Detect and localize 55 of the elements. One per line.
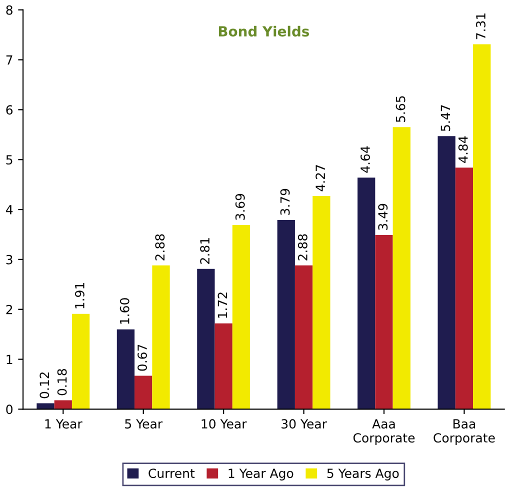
bar	[438, 136, 456, 410]
data-label: 4.64	[360, 146, 370, 173]
x-tick-label: 5 Year	[125, 419, 163, 429]
y-tick-label: 4	[6, 205, 13, 214]
legend-label: Current	[148, 468, 195, 478]
data-label: 2.88	[155, 234, 165, 260]
data-label: 1.72	[218, 292, 228, 318]
data-label: 2.88	[298, 234, 308, 260]
bar	[232, 225, 250, 410]
data-label: 2.81	[200, 238, 210, 264]
bar	[277, 220, 295, 410]
data-label: 4.27	[316, 165, 325, 192]
bar	[54, 400, 72, 410]
y-tick-label: 0	[6, 404, 12, 414]
bar	[473, 44, 491, 410]
bar	[358, 178, 376, 410]
y-tick-label: 8	[6, 5, 12, 15]
data-label: 0.12	[40, 372, 50, 398]
data-label: 7.31	[476, 13, 486, 40]
bar	[214, 323, 232, 410]
bar	[375, 234, 393, 410]
y-tick-label: 5	[6, 155, 12, 165]
legend-label: 5 Years Ago	[327, 468, 399, 480]
y-tick-label: 1	[6, 354, 12, 364]
data-label: 0.18	[57, 369, 67, 396]
data-label: 5.47	[440, 105, 450, 132]
x-tick-label: 1 Year	[45, 419, 82, 429]
bar	[392, 127, 410, 410]
data-label: 3.69	[235, 194, 245, 220]
x-tick-label: 10 Year	[202, 419, 247, 429]
bar	[455, 168, 474, 410]
x-tick-label: Aaa Corporate	[353, 419, 415, 446]
text: Bond Yields	[218, 26, 310, 37]
y-tick-label: 3	[6, 254, 12, 264]
data-label: 0.67	[138, 344, 147, 371]
bar	[116, 329, 135, 410]
y-tick-label: 2	[6, 304, 12, 314]
bar	[294, 265, 313, 410]
data-label: 3.49	[378, 204, 388, 230]
bar	[36, 403, 54, 410]
x-tick-label: Baa Corporate	[434, 419, 495, 446]
data-label: 5.65	[396, 96, 406, 122]
bar	[312, 196, 330, 410]
data-label: 4.84	[458, 136, 468, 163]
data-label: 1.60	[120, 298, 130, 324]
x-tick-label: 30 Year	[282, 419, 327, 429]
bar	[197, 268, 215, 410]
data-label: 3.79	[280, 188, 290, 215]
legend-label: 1 Year Ago	[228, 468, 294, 480]
bar	[72, 314, 90, 410]
y-tick-label: 6	[6, 105, 13, 115]
y-tick-label: 7	[6, 55, 12, 65]
data-label: 1.91	[74, 283, 84, 308]
bar	[134, 376, 152, 410]
bar	[152, 265, 170, 410]
